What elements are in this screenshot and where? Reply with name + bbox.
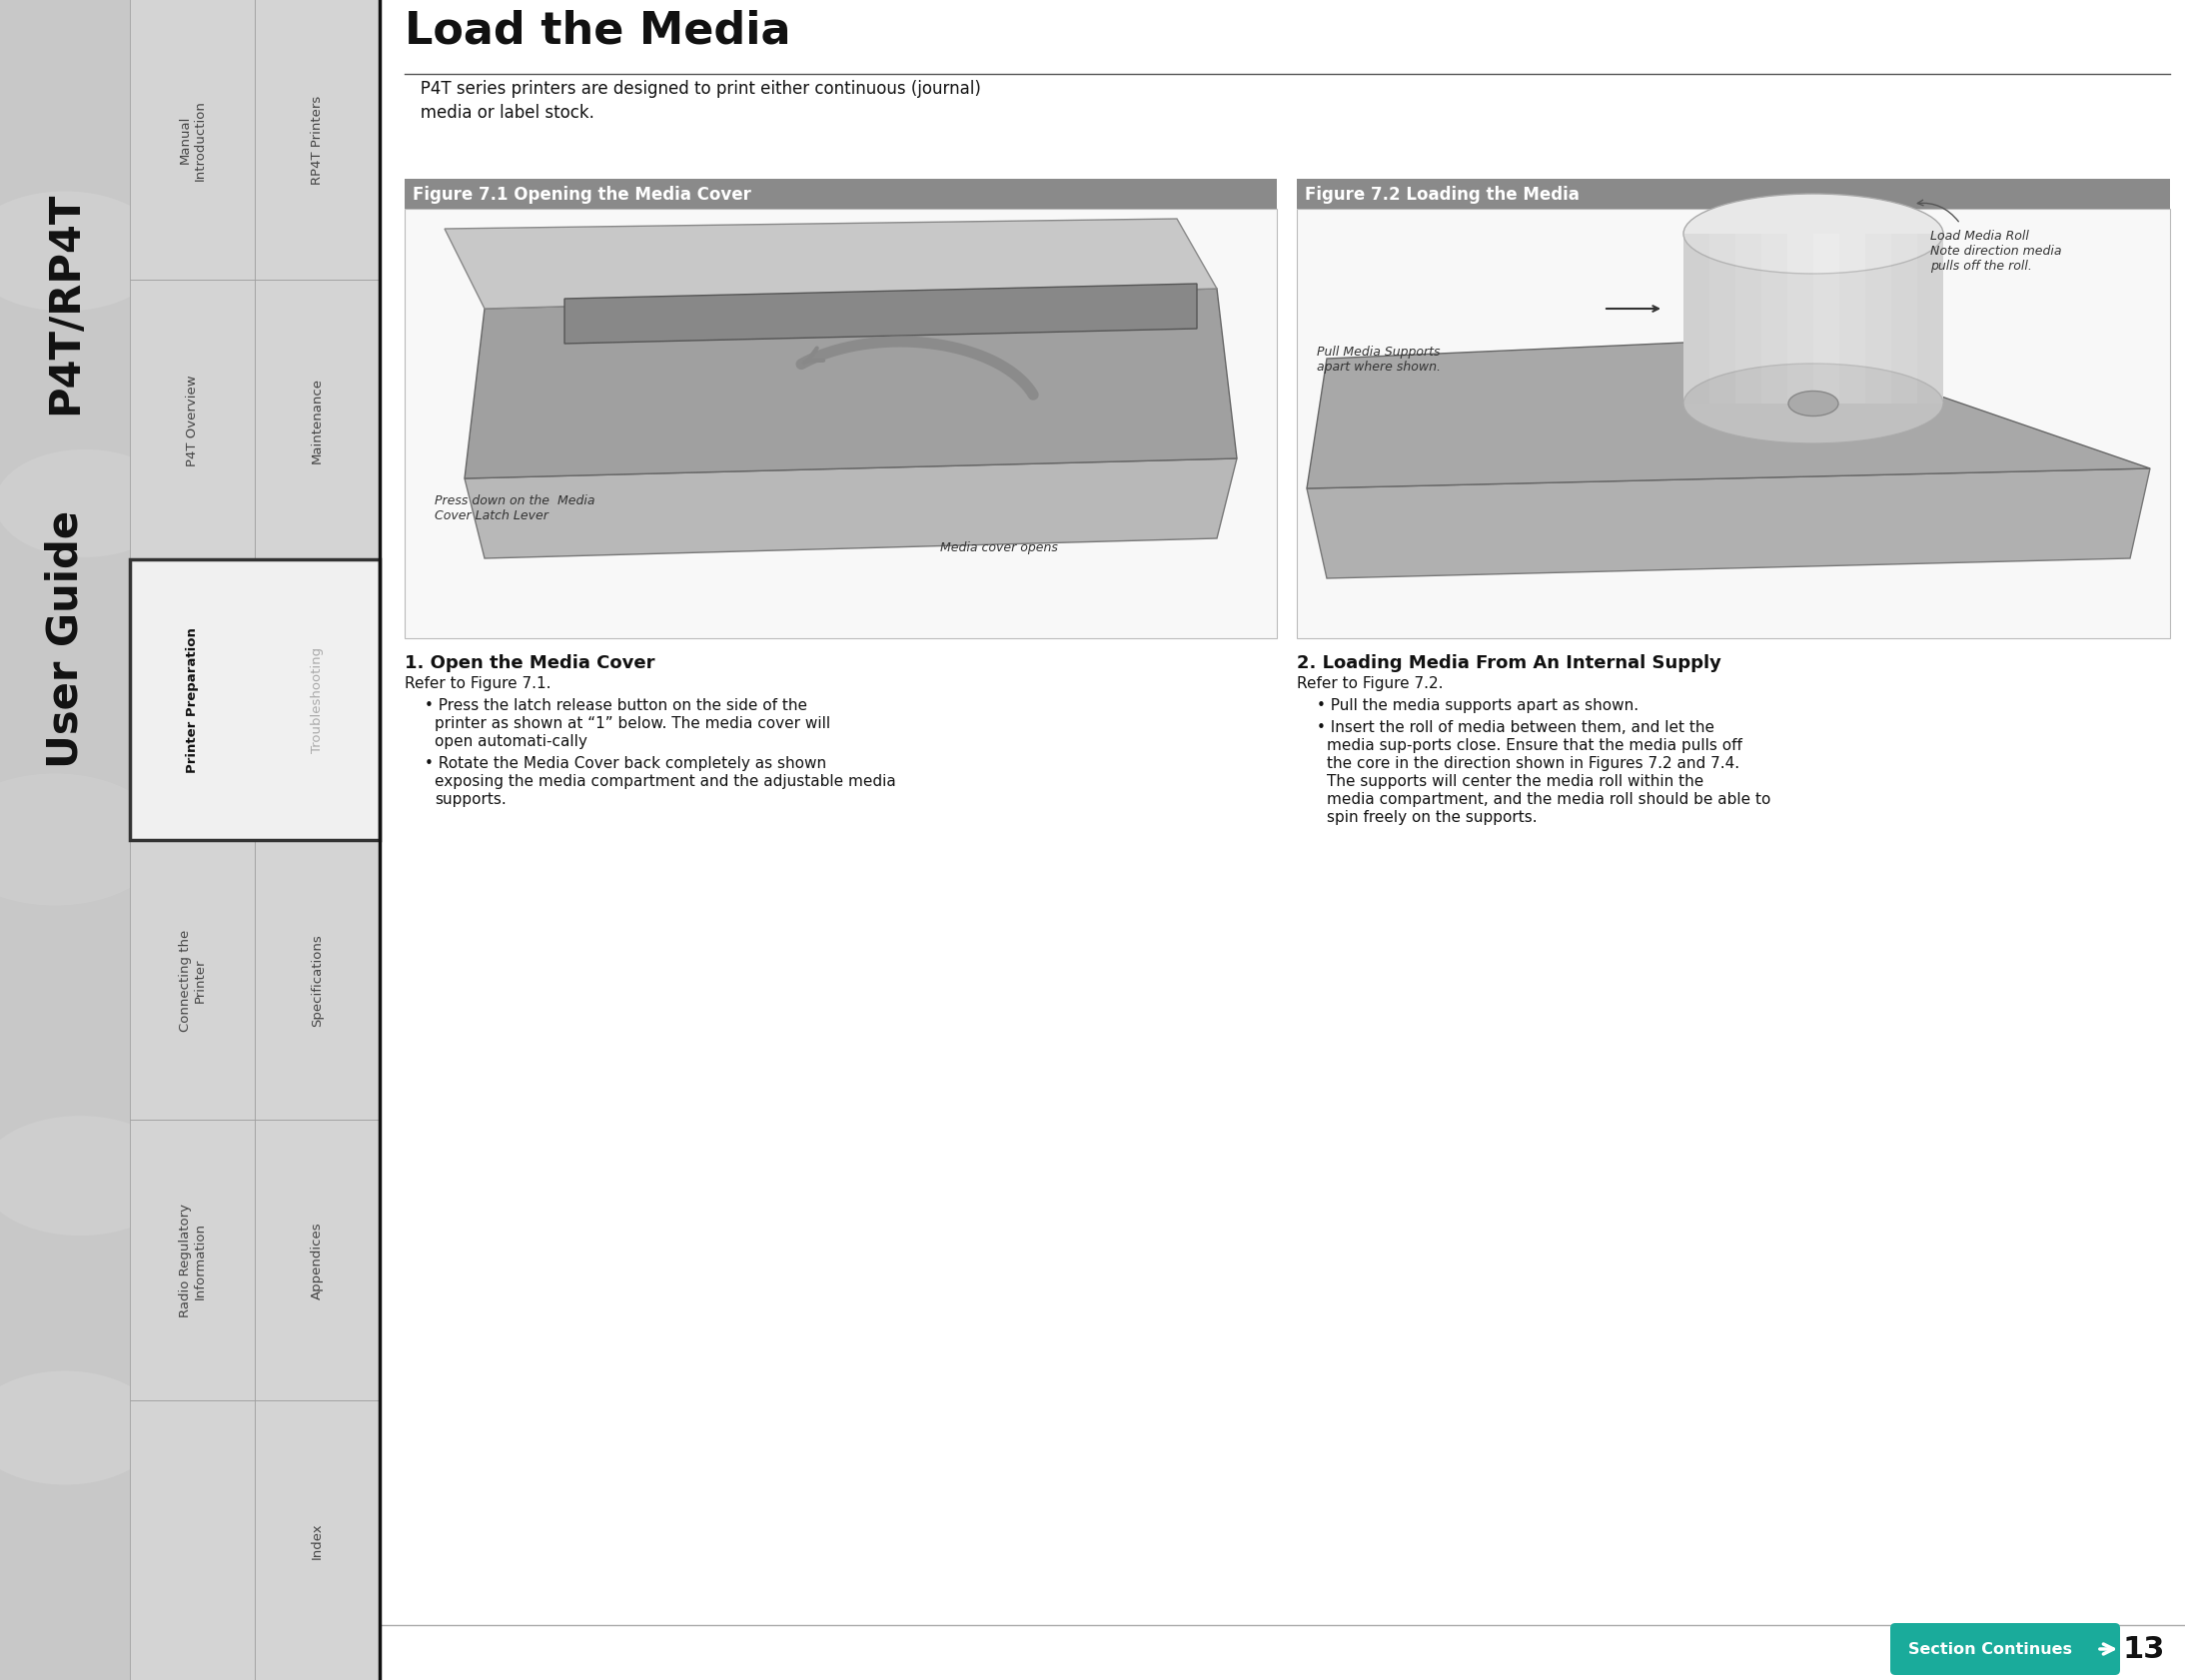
Text: Pull Media Supports
apart where shown.: Pull Media Supports apart where shown.: [1318, 346, 1440, 373]
Text: exposing the media compartment and the adjustable media: exposing the media compartment and the a…: [435, 773, 896, 788]
Text: • Insert the roll of media between them, and let the: • Insert the roll of media between them,…: [1318, 719, 1715, 734]
Ellipse shape: [0, 450, 175, 558]
Polygon shape: [444, 220, 1217, 309]
Bar: [1682, 235, 1942, 405]
Bar: [129, 559, 256, 840]
Text: Manual
Introduction: Manual Introduction: [179, 99, 205, 180]
Text: Printer Preparation: Printer Preparation: [186, 627, 199, 773]
Polygon shape: [564, 284, 1197, 344]
Bar: [129, 281, 256, 559]
Bar: [1814, 235, 1840, 405]
Text: Troubleshooting: Troubleshooting: [310, 640, 323, 761]
Bar: [1682, 235, 1709, 405]
Ellipse shape: [1682, 195, 1942, 274]
Bar: [1866, 235, 1892, 405]
Ellipse shape: [1682, 365, 1942, 444]
Ellipse shape: [0, 1116, 179, 1236]
Bar: [0, 0, 129, 1680]
Ellipse shape: [0, 192, 164, 312]
Bar: [1735, 235, 1761, 405]
Bar: [1761, 235, 1787, 405]
Bar: [256, 0, 380, 281]
Bar: [1840, 235, 1866, 405]
Text: The supports will center the media roll within the: The supports will center the media roll …: [1326, 773, 1704, 788]
Text: Figure 7.1 Opening the Media Cover: Figure 7.1 Opening the Media Cover: [413, 186, 752, 203]
Bar: [404, 210, 1276, 638]
Text: • Pull the media supports apart as shown.: • Pull the media supports apart as shown…: [1318, 697, 1639, 712]
Text: Printer Preparation: Printer Preparation: [186, 627, 199, 773]
Ellipse shape: [1787, 391, 1838, 417]
Text: printer as shown at “1” below. The media cover will: printer as shown at “1” below. The media…: [435, 716, 830, 731]
Text: 1. Open the Media Cover: 1. Open the Media Cover: [404, 654, 655, 672]
Text: Load Media Roll
Note direction media
pulls off the roll.: Load Media Roll Note direction media pul…: [1929, 230, 2063, 272]
Bar: [256, 1399, 380, 1680]
Bar: [1298, 180, 2170, 210]
Text: supports.: supports.: [435, 791, 507, 806]
Text: the core in the direction shown in Figures 7.2 and 7.4.: the core in the direction shown in Figur…: [1326, 756, 1739, 771]
Bar: [256, 1121, 380, 1399]
Text: Troubleshooting: Troubleshooting: [310, 647, 323, 753]
Bar: [256, 559, 380, 840]
Text: Maintenance: Maintenance: [310, 376, 323, 464]
Text: Index: Index: [310, 1522, 323, 1559]
Bar: [129, 559, 380, 840]
Text: Radio Regulatory
Information: Radio Regulatory Information: [179, 1203, 205, 1317]
Bar: [129, 840, 256, 1121]
Ellipse shape: [0, 1371, 160, 1485]
Ellipse shape: [0, 774, 164, 906]
Text: spin freely on the supports.: spin freely on the supports.: [1326, 810, 1538, 825]
Bar: [256, 281, 380, 559]
Text: Section Continues: Section Continues: [1908, 1641, 2071, 1656]
Text: Appendices: Appendices: [310, 1221, 323, 1299]
Text: Connecting the
Printer: Connecting the Printer: [179, 929, 205, 1032]
FancyBboxPatch shape: [1890, 1623, 2119, 1675]
Bar: [129, 0, 380, 1680]
Bar: [129, 0, 256, 281]
Text: Refer to Figure 7.2.: Refer to Figure 7.2.: [1298, 675, 1442, 690]
Bar: [404, 180, 1276, 210]
Text: media compartment, and the media roll should be able to: media compartment, and the media roll sh…: [1326, 791, 1770, 806]
Polygon shape: [465, 459, 1237, 559]
Text: • Rotate the Media Cover back completely as shown: • Rotate the Media Cover back completely…: [424, 756, 826, 771]
Text: Media cover opens: Media cover opens: [940, 541, 1058, 554]
Text: User Guide: User Guide: [44, 509, 85, 768]
Bar: [1916, 235, 1942, 405]
Text: open automati-cally: open automati-cally: [435, 734, 588, 749]
Text: P4T series printers are designed to print either continuous (journal)
   media o: P4T series printers are designed to prin…: [404, 81, 981, 121]
Text: Refer to Figure 7.1.: Refer to Figure 7.1.: [404, 675, 551, 690]
Text: Figure 7.2 Loading the Media: Figure 7.2 Loading the Media: [1304, 186, 1580, 203]
Bar: [129, 1399, 256, 1680]
Text: Specifications: Specifications: [310, 934, 323, 1026]
Polygon shape: [1307, 469, 2150, 580]
Text: • Press the latch release button on the side of the: • Press the latch release button on the …: [424, 697, 806, 712]
Text: Press down on the  Media
Cover Latch Lever: Press down on the Media Cover Latch Leve…: [435, 494, 594, 522]
Bar: [1892, 235, 1916, 405]
Polygon shape: [1307, 339, 2150, 489]
Bar: [1298, 210, 2170, 638]
Text: media sup-ports close. Ensure that the media pulls off: media sup-ports close. Ensure that the m…: [1326, 738, 1741, 753]
Text: P4T/RP4T: P4T/RP4T: [44, 192, 85, 413]
Bar: [256, 840, 380, 1121]
Bar: [1709, 235, 1735, 405]
Text: RP4T Printers: RP4T Printers: [310, 96, 323, 185]
Text: Load the Media: Load the Media: [404, 10, 791, 52]
Text: 2. Loading Media From An Internal Supply: 2. Loading Media From An Internal Supply: [1298, 654, 1722, 672]
Text: 13: 13: [2122, 1635, 2165, 1663]
Bar: [1787, 235, 1814, 405]
Text: P4T Overview: P4T Overview: [186, 375, 199, 465]
Polygon shape: [465, 289, 1237, 479]
Bar: [129, 1121, 256, 1399]
